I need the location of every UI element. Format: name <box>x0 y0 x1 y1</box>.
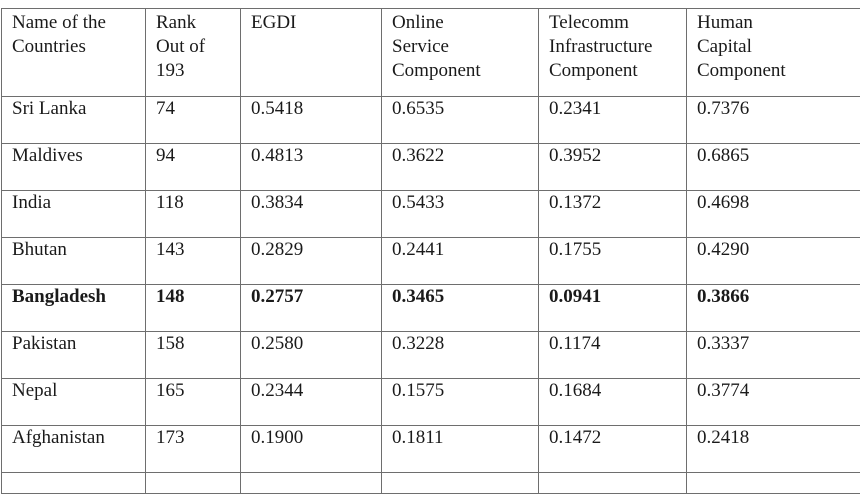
cell-empty <box>687 473 860 494</box>
header-country: Name of the Countries <box>2 9 146 97</box>
cell-telecomm: 0.1372 <box>539 191 687 238</box>
cell-egdi: 0.2757 <box>241 285 382 332</box>
cell-empty <box>2 473 146 494</box>
cell-online-service: 0.3228 <box>382 332 539 379</box>
cell-online-service: 0.3465 <box>382 285 539 332</box>
header-rank: Rank Out of 193 <box>146 9 241 97</box>
cell-country: Maldives <box>2 144 146 191</box>
cell-empty <box>146 473 241 494</box>
cell-rank: 74 <box>146 97 241 144</box>
cell-online-service: 0.2441 <box>382 238 539 285</box>
cell-egdi: 0.1900 <box>241 426 382 473</box>
cell-egdi: 0.4813 <box>241 144 382 191</box>
egdi-country-table: Name of the Countries Rank Out of 193 EG… <box>1 8 860 494</box>
cell-online-service: 0.1811 <box>382 426 539 473</box>
cell-country: Afghanistan <box>2 426 146 473</box>
cell-telecomm: 0.1684 <box>539 379 687 426</box>
cell-egdi: 0.2344 <box>241 379 382 426</box>
cell-country: Pakistan <box>2 332 146 379</box>
cell-egdi: 0.2580 <box>241 332 382 379</box>
table-row: India 118 0.3834 0.5433 0.1372 0.4698 <box>2 191 860 238</box>
cell-rank: 148 <box>146 285 241 332</box>
cell-country: Nepal <box>2 379 146 426</box>
cell-online-service: 0.1575 <box>382 379 539 426</box>
cell-country: Bangladesh <box>2 285 146 332</box>
table-row: Afghanistan 173 0.1900 0.1811 0.1472 0.2… <box>2 426 860 473</box>
cell-empty <box>382 473 539 494</box>
cell-egdi: 0.3834 <box>241 191 382 238</box>
header-human-capital: Human Capital Component <box>687 9 860 97</box>
table-row: Maldives 94 0.4813 0.3622 0.3952 0.6865 <box>2 144 860 191</box>
cell-rank: 173 <box>146 426 241 473</box>
table-row: Bhutan 143 0.2829 0.2441 0.1755 0.4290 <box>2 238 860 285</box>
cell-human-capital: 0.2418 <box>687 426 860 473</box>
cell-online-service: 0.6535 <box>382 97 539 144</box>
cell-rank: 158 <box>146 332 241 379</box>
table-row: Sri Lanka 74 0.5418 0.6535 0.2341 0.7376 <box>2 97 860 144</box>
cell-country: Sri Lanka <box>2 97 146 144</box>
cell-country: Bhutan <box>2 238 146 285</box>
cell-human-capital: 0.3774 <box>687 379 860 426</box>
cell-human-capital: 0.3337 <box>687 332 860 379</box>
cell-telecomm: 0.2341 <box>539 97 687 144</box>
table-row-cut-off <box>2 473 860 494</box>
cell-human-capital: 0.4698 <box>687 191 860 238</box>
cell-human-capital: 0.7376 <box>687 97 860 144</box>
header-egdi: EGDI <box>241 9 382 97</box>
table-row: Nepal 165 0.2344 0.1575 0.1684 0.3774 <box>2 379 860 426</box>
cell-empty <box>241 473 382 494</box>
cell-rank: 143 <box>146 238 241 285</box>
cell-telecomm: 0.3952 <box>539 144 687 191</box>
cell-rank: 118 <box>146 191 241 238</box>
cell-online-service: 0.5433 <box>382 191 539 238</box>
cell-human-capital: 0.6865 <box>687 144 860 191</box>
cell-country: India <box>2 191 146 238</box>
cell-telecomm: 0.1472 <box>539 426 687 473</box>
cell-rank: 94 <box>146 144 241 191</box>
cell-telecomm: 0.1174 <box>539 332 687 379</box>
cell-empty <box>539 473 687 494</box>
cell-human-capital: 0.4290 <box>687 238 860 285</box>
header-row: Name of the Countries Rank Out of 193 EG… <box>2 9 860 97</box>
cell-egdi: 0.2829 <box>241 238 382 285</box>
table-row-highlighted: Bangladesh 148 0.2757 0.3465 0.0941 0.38… <box>2 285 860 332</box>
cell-human-capital: 0.3866 <box>687 285 860 332</box>
header-telecomm: Telecomm Infrastructure Component <box>539 9 687 97</box>
cell-rank: 165 <box>146 379 241 426</box>
cell-egdi: 0.5418 <box>241 97 382 144</box>
cell-telecomm: 0.1755 <box>539 238 687 285</box>
table-body: Sri Lanka 74 0.5418 0.6535 0.2341 0.7376… <box>2 97 860 494</box>
header-online-service: Online Service Component <box>382 9 539 97</box>
cell-telecomm: 0.0941 <box>539 285 687 332</box>
table-header: Name of the Countries Rank Out of 193 EG… <box>2 9 860 97</box>
table-row: Pakistan 158 0.2580 0.3228 0.1174 0.3337 <box>2 332 860 379</box>
cell-online-service: 0.3622 <box>382 144 539 191</box>
